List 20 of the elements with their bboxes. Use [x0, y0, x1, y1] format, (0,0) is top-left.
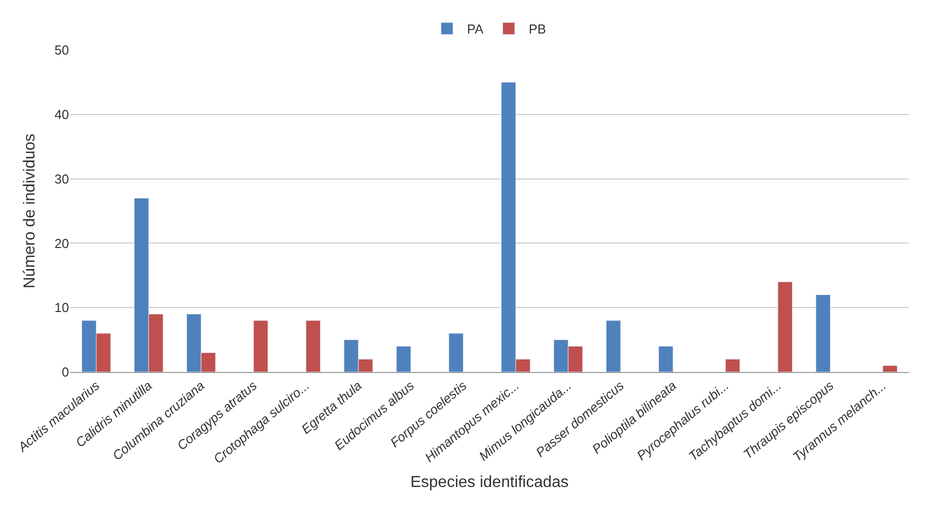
- y-tick-label: 40: [54, 106, 69, 122]
- bar: [778, 282, 793, 372]
- bar: [882, 365, 898, 372]
- x-axis-title: Especies identificadas: [410, 474, 569, 492]
- y-tick-label: 0: [62, 364, 69, 380]
- y-tick-label: 30: [54, 171, 69, 186]
- bar: [606, 320, 621, 372]
- bar: [306, 320, 321, 372]
- y-tick-label: 50: [54, 42, 69, 58]
- legend-label: PA: [467, 22, 484, 37]
- bar: [448, 333, 464, 372]
- bar: [658, 346, 674, 372]
- bar: [816, 294, 831, 372]
- y-axis-title: Número de individuos: [21, 134, 38, 288]
- y-tick-label: 20: [54, 236, 69, 251]
- legend-label: PB: [528, 22, 546, 37]
- y-tick-label: 10: [54, 300, 69, 316]
- bar: [725, 358, 740, 372]
- bar: [396, 346, 412, 372]
- bar: [253, 320, 268, 372]
